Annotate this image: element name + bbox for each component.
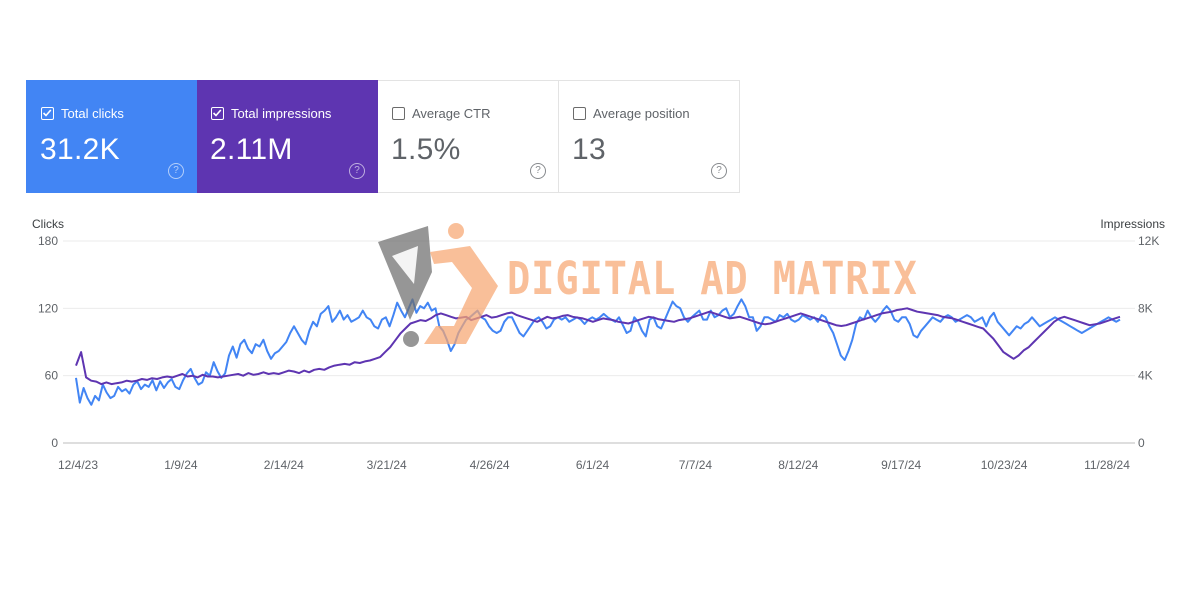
- checkbox-checked-icon[interactable]: [41, 107, 54, 120]
- help-icon[interactable]: ?: [349, 163, 365, 179]
- checkbox-checked-icon[interactable]: [211, 107, 224, 120]
- y-tick-left: 60: [45, 369, 59, 383]
- metric-card-average-position[interactable]: Average position 13 ?: [559, 80, 740, 193]
- metric-value: 2.11M: [210, 133, 293, 166]
- y-tick-right: 0: [1138, 436, 1145, 450]
- x-tick-label: 8/12/24: [778, 458, 818, 472]
- x-tick-label: 7/7/24: [679, 458, 713, 472]
- x-tick-label: 12/4/23: [58, 458, 98, 472]
- x-tick-label: 2/14/24: [264, 458, 304, 472]
- help-icon[interactable]: ?: [168, 163, 184, 179]
- left-axis-title: Clicks: [32, 217, 64, 231]
- metric-card-average-ctr[interactable]: Average CTR 1.5% ?: [378, 80, 559, 193]
- metric-cards: Total clicks 31.2K ? Total impressions 2…: [26, 80, 740, 193]
- metric-label: Total impressions: [231, 106, 332, 121]
- checkbox-unchecked-icon[interactable]: [392, 107, 405, 120]
- x-tick-label: 9/17/24: [881, 458, 921, 472]
- y-tick-right: 12K: [1138, 234, 1159, 248]
- help-icon[interactable]: ?: [711, 163, 727, 179]
- metric-card-total-clicks[interactable]: Total clicks 31.2K ?: [26, 80, 197, 193]
- x-tick-label: 3/21/24: [367, 458, 407, 472]
- y-tick-right: 8K: [1138, 301, 1153, 315]
- y-tick-left: 120: [38, 301, 58, 315]
- metric-value: 13: [572, 133, 606, 166]
- x-tick-label: 1/9/24: [164, 458, 198, 472]
- y-tick-left: 180: [38, 234, 58, 248]
- series-line-total-impressions: [75, 307, 1121, 386]
- y-tick-right: 4K: [1138, 369, 1153, 383]
- series-line-total-clicks: [75, 298, 1121, 406]
- metric-label: Average position: [593, 106, 690, 121]
- x-tick-label: 11/28/24: [1084, 458, 1130, 472]
- x-tick-label: 6/1/24: [576, 458, 610, 472]
- metric-label: Total clicks: [61, 106, 124, 121]
- right-axis-title: Impressions: [1100, 217, 1165, 231]
- y-tick-left: 0: [51, 436, 58, 450]
- checkbox-unchecked-icon[interactable]: [573, 107, 586, 120]
- metric-label: Average CTR: [412, 106, 491, 121]
- x-tick-label: 4/26/24: [470, 458, 510, 472]
- metric-value: 1.5%: [391, 133, 461, 166]
- x-tick-label: 10/23/24: [981, 458, 1028, 472]
- metric-value: 31.2K: [40, 133, 120, 166]
- help-icon[interactable]: ?: [530, 163, 546, 179]
- metric-card-total-impressions[interactable]: Total impressions 2.11M ?: [197, 80, 378, 193]
